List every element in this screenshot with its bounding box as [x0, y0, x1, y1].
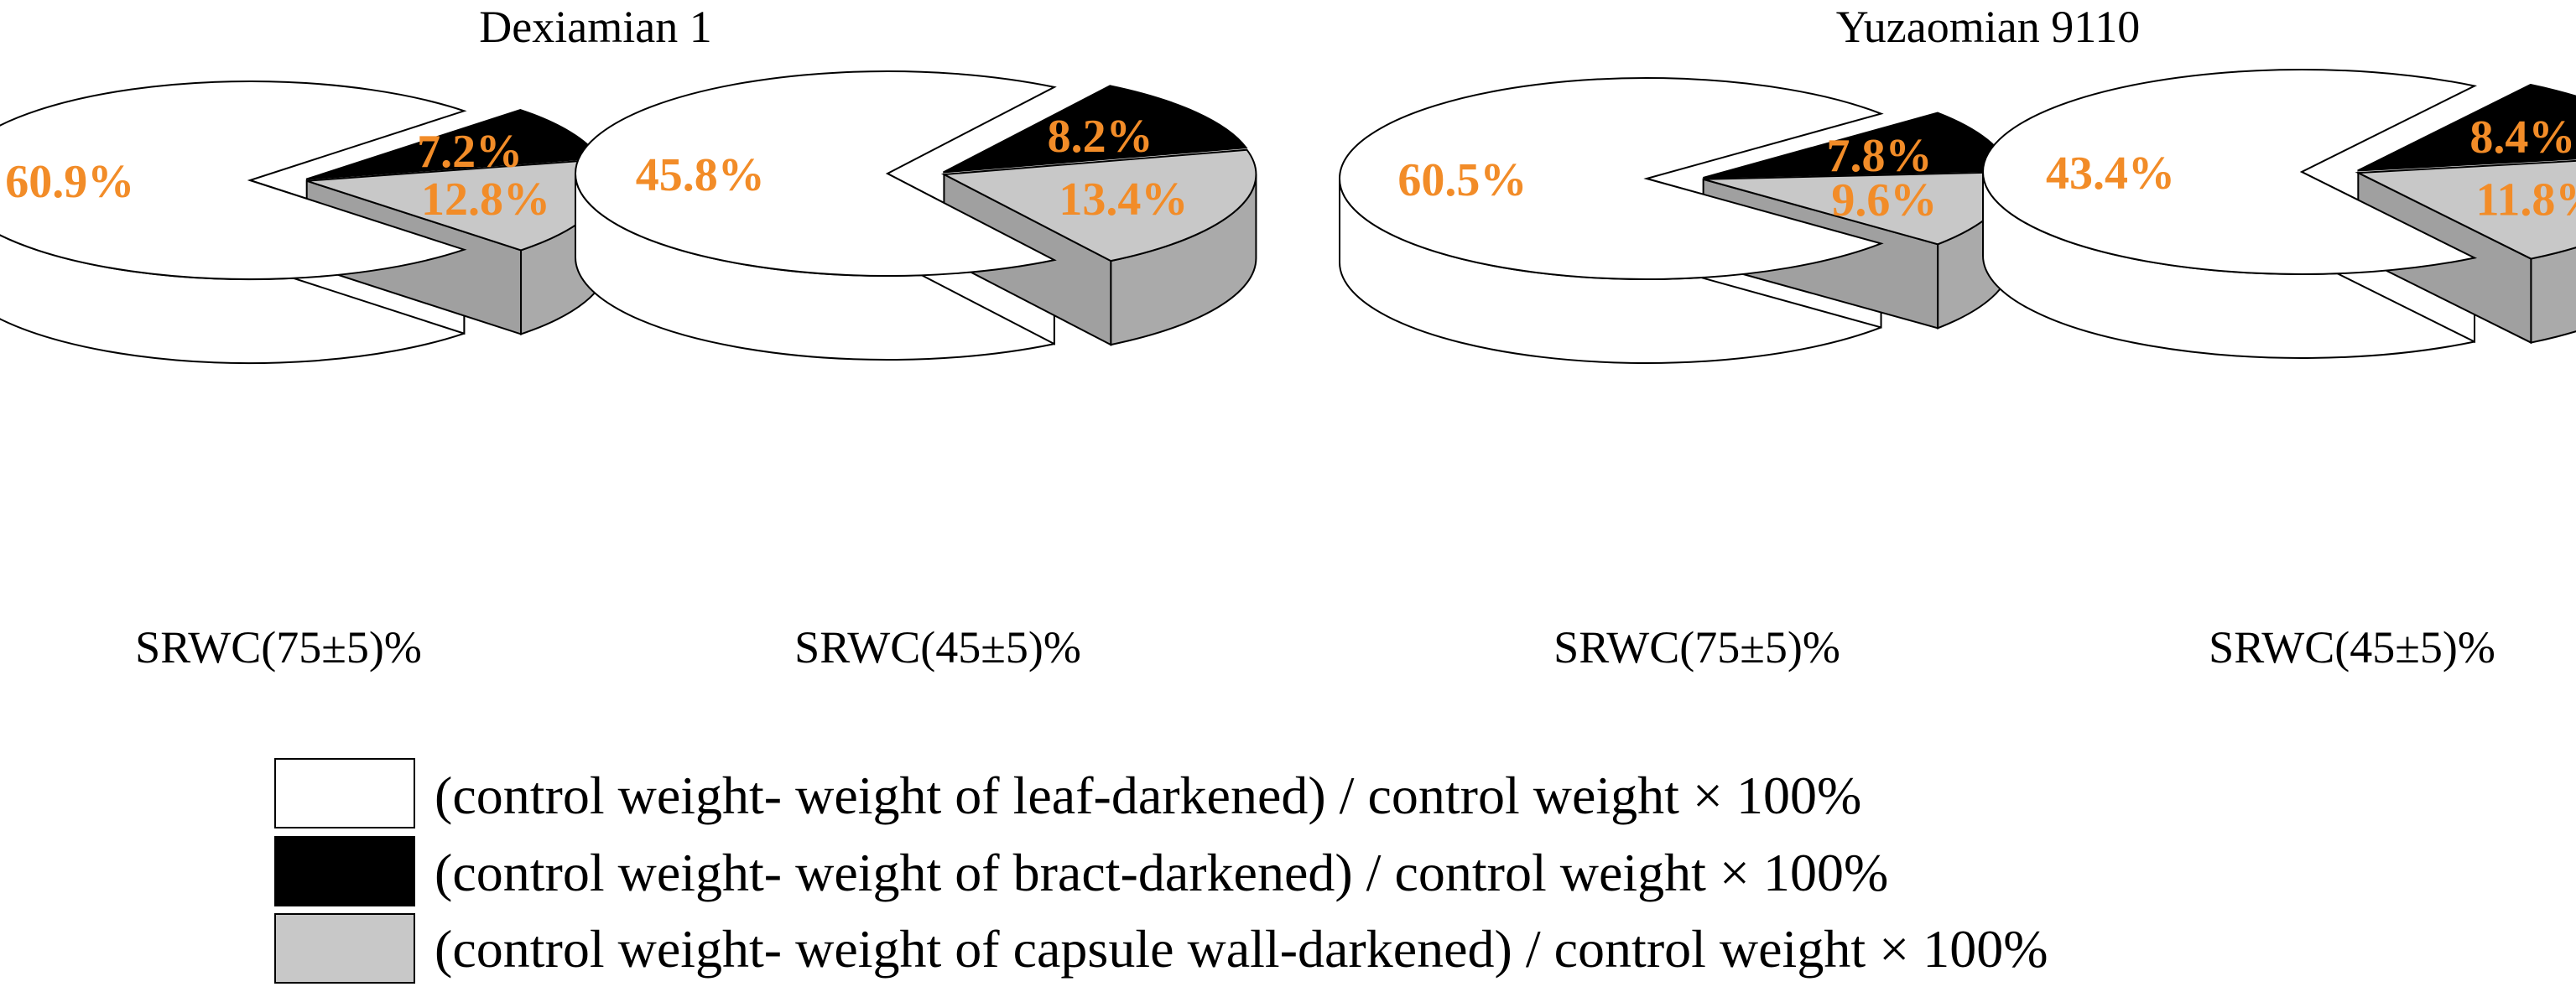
chart-label-dexiamian-45: SRWC(45±5)%: [794, 622, 1081, 673]
legend-swatch-leaf: [274, 758, 415, 828]
pie-value-label-capsule: 13.4%: [1059, 174, 1188, 226]
pie-slice-capsule: [940, 148, 1257, 262]
legend-swatch-bract: [274, 836, 415, 906]
pie-slice-capsule: [2355, 159, 2576, 260]
pie-slice-leaf: [0, 81, 467, 280]
legend: (control weight- weight of leaf-darkened…: [274, 758, 2048, 984]
group-title-yuzaomian: Yuzaomian 9110: [1836, 2, 2140, 52]
pie-slice-leaf: [1982, 69, 2478, 275]
chart-label-yuzaomian-45: SRWC(45±5)%: [2209, 622, 2495, 673]
pie-value-label-bract: 7.2%: [417, 126, 523, 178]
pie-value-label-leaf: 60.5%: [1397, 154, 1527, 206]
pie-value-label-leaf: 60.9%: [5, 156, 134, 208]
pie-chart-yuzaomian-75: 60.5% 7.8%9.6%: [1339, 77, 2011, 364]
pie-chart-yuzaomian-45: 43.4% 8.4% 11.8%: [1982, 69, 2576, 359]
legend-label-leaf: (control weight- weight of leaf-darkened…: [435, 766, 1861, 825]
group-title-dexiamian: Dexiamian 1: [479, 2, 711, 52]
legend-label-bract: (control weight- weight of bract-darkene…: [435, 843, 1888, 902]
pie-value-label-leaf: 45.8%: [636, 149, 765, 201]
pie-value-label-bract: 8.2%: [1048, 111, 1153, 163]
pie-value-label-capsule: 12.8%: [421, 174, 550, 226]
chart-label-yuzaomian-75: SRWC(75±5)%: [1553, 622, 1840, 673]
pie-chart-dexiamian-45: 45.8% 8.2% 13.4%: [575, 70, 1257, 361]
pie-value-label-bract: 8.4%: [2469, 112, 2575, 164]
pie-slice-bract: [943, 85, 1248, 174]
pie-value-label-leaf: 43.4%: [2046, 148, 2175, 200]
chart-label-dexiamian-75: SRWC(75±5)%: [135, 622, 422, 673]
pie-chart-dexiamian-75: 60.9% 7.2%12.8%: [0, 81, 608, 364]
pie-slice-leaf: [575, 70, 1057, 277]
pie-slice-bract: [2357, 83, 2576, 172]
pie-slice-leaf: [1339, 77, 1884, 280]
pie-value-label-bract: 7.8%: [1827, 130, 1933, 182]
legend-label-capsule: (control weight- weight of capsule wall-…: [435, 919, 2048, 979]
pie-value-label-capsule: 9.6%: [1831, 174, 1937, 226]
pie-value-label-capsule: 11.8%: [2475, 174, 2576, 226]
legend-swatch-capsule: [274, 913, 415, 984]
